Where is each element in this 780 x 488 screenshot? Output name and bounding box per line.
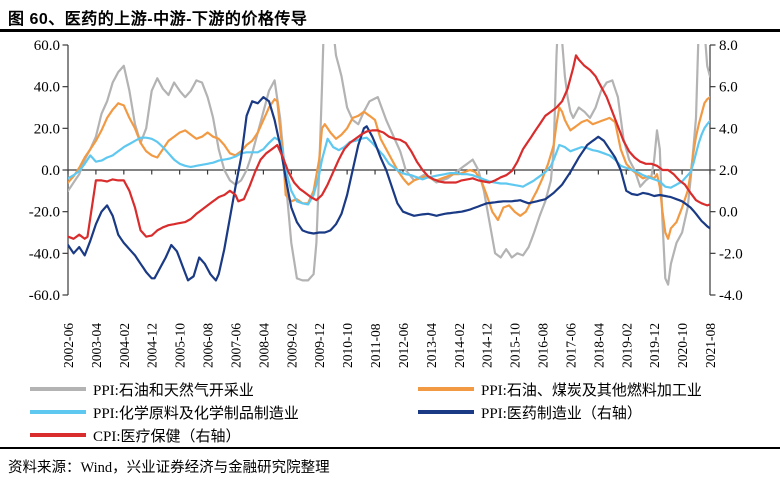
chart-canvas: 60.0 40.0 20.0 0.0 -20.0 -40.0 -60.0 8.0 6.0 4.0 2… <box>29 38 743 368</box>
y-axis-left-tick-label: -20.0 <box>29 205 60 221</box>
legend-label: PPI:石油和天然气开采业 <box>93 382 254 399</box>
series-line-4 <box>68 54 710 240</box>
series-line-2 <box>68 119 710 206</box>
x-axis-tick-label: 2008-04 <box>256 323 271 368</box>
x-axis-tick-label: 2014-12 <box>480 323 495 368</box>
legend-item-ppi-oil-gas-extraction: PPI:石油和天然气开采业 <box>30 378 418 400</box>
y-axis-right-tick-label: 6.0 <box>719 80 738 96</box>
legend-line-swatch <box>30 387 86 391</box>
legend-line-swatch <box>418 410 474 414</box>
legend-item-cpi-healthcare: CPI:医疗保健（右轴） <box>30 424 418 446</box>
y-axis-right-tick-label: 4.0 <box>719 121 738 137</box>
x-axis-tick-label: 2018-04 <box>591 323 606 368</box>
x-axis-tick-label: 2012-06 <box>396 323 411 368</box>
y-axis-left-tick-label: 20.0 <box>34 121 60 137</box>
title-divider <box>0 29 780 32</box>
series-lines <box>68 44 710 286</box>
x-axis-tick-label: 2011-08 <box>368 323 383 368</box>
y-axis-right-tick-label: 0.0 <box>719 205 738 221</box>
x-axis-labels: 2002-06 2003-04 2004-02 2004-12 2005-10 2006-… <box>61 323 718 368</box>
axes <box>62 44 716 296</box>
legend-item-ppi-petroleum-coal-fuel-processing: PPI:石油、煤炭及其他燃料加工业 <box>418 378 770 400</box>
source-note: 资料来源：Wind，兴业证券经济与金融研究院整理 <box>8 460 330 476</box>
legend-line-swatch <box>30 433 86 437</box>
legend-label: PPI:石油、煤炭及其他燃料加工业 <box>481 382 702 399</box>
x-axis-tick-label: 2005-10 <box>173 323 188 368</box>
legend-item-ppi-chemical-materials: PPI:化学原料及化学制品制造业 <box>30 401 418 423</box>
series-line-0 <box>68 44 710 286</box>
legend-label: CPI:医疗保健（右轴） <box>93 428 241 445</box>
x-axis-tick-label: 2019-12 <box>647 323 662 368</box>
legend-label: PPI:化学原料及化学制品制造业 <box>93 405 299 422</box>
x-axis-tick-label: 2006-08 <box>201 323 216 368</box>
x-axis-tick-label: 2014-02 <box>452 323 467 368</box>
x-axis-tick-label: 2003-04 <box>89 323 104 368</box>
chart-title: 图 60、医药的上游-中游-下游的价格传导 <box>8 11 308 28</box>
y-axis-right-tick-label: 8.0 <box>719 38 738 54</box>
legend-item-ppi-pharma-manufacturing: PPI:医药制造业（右轴） <box>418 401 770 423</box>
y-axis-right-tick-label: 2.0 <box>719 163 738 179</box>
y-axis-left-tick-label: -60.0 <box>29 288 60 304</box>
axis-labels: 60.0 40.0 20.0 0.0 -20.0 -40.0 -60.0 8.0 6.0 4.0 2… <box>29 38 743 304</box>
y-axis-right-tick-label: -2.0 <box>719 246 743 262</box>
x-axis-tick-label: 2015-10 <box>508 323 523 368</box>
x-axis-tick-label: 2013-04 <box>424 323 439 368</box>
y-axis-left-tick-label: -40.0 <box>29 246 60 262</box>
y-axis-left-tick-label: 40.0 <box>34 80 60 96</box>
x-axis-tick-label: 2004-02 <box>117 323 132 368</box>
x-axis-tick-label: 2017-06 <box>563 323 578 368</box>
legend-line-swatch <box>30 410 86 414</box>
x-axis-tick-label: 2002-06 <box>61 323 76 368</box>
x-axis-tick-label: 2009-02 <box>284 323 299 368</box>
y-axis-left-tick-label: 0.0 <box>41 163 60 179</box>
y-axis-right-tick-label: -4.0 <box>719 288 743 304</box>
chart-legend: PPI:石油和天然气开采业 PPI:石油、煤炭及其他燃料加工业 PPI:化学原料… <box>30 378 770 446</box>
x-axis-tick-label: 2007-06 <box>228 323 243 368</box>
x-axis-tick-label: 2021-08 <box>703 323 718 368</box>
x-axis-tick-label: 2020-10 <box>675 323 690 368</box>
x-axis-tick-label: 2016-08 <box>536 323 551 368</box>
series-line-3 <box>68 96 710 282</box>
legend-line-swatch <box>418 387 474 391</box>
line-chart: 60.0 40.0 20.0 0.0 -20.0 -40.0 -60.0 8.0 6.0 4.0 2… <box>29 38 743 368</box>
y-axis-left-tick-label: 60.0 <box>34 38 60 54</box>
x-axis-tick-label: 2009-12 <box>312 323 327 368</box>
x-axis-tick-label: 2010-10 <box>340 323 355 368</box>
series-line-1 <box>68 96 710 240</box>
legend-label: PPI:医药制造业（右轴） <box>481 405 642 422</box>
x-axis-tick-label: 2019-02 <box>619 323 634 368</box>
source-divider <box>0 447 780 449</box>
x-axis-tick-label: 2004-12 <box>145 323 160 368</box>
